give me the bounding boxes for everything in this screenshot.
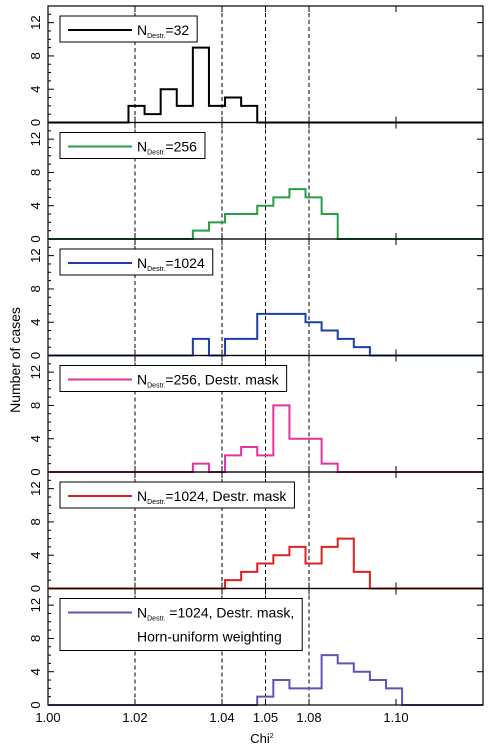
legend-label-line2: Horn-uniform weighting [137,629,282,645]
legend: NDestr.=1024 [59,248,214,276]
y-tick-label: 4 [28,435,43,442]
y-tick-label: 12 [28,248,43,262]
legend: NDestr.=256, Destr. mask [59,365,288,392]
x-tick-label: 1.00 [35,710,60,725]
x-tick-label: 1.04 [209,710,234,725]
legend: NDestr.=1024, Destr. mask [59,481,295,509]
legend-box [59,598,303,651]
legend-label: NDestr.=1024, Destr. mask [137,488,287,506]
x-axis: 1.00 1.02 1.04 1.05 1.08 1.10 [35,710,408,725]
y-tick-label: 4 [28,668,43,675]
histogram-line [48,46,483,124]
x-tick-label: 1.08 [296,710,321,725]
panel-2: 0 4 8 12 NDestr.=256 [28,121,484,243]
x-tick-label: 1.10 [383,710,408,725]
y-tick-label: 12 [28,481,43,495]
panel-5: 0 4 8 12 NDestr.=1024, Destr. mask [28,471,484,592]
y-tick-label: 12 [28,132,43,146]
legend: NDestr. =1024, Destr. mask, Horn-uniform … [59,598,303,651]
x-axis-label: Chi2 [250,731,274,746]
y-tick-label: 0 [28,119,43,126]
legend-label: NDestr.=32 [137,22,189,40]
legend-label: NDestr. =1024, Destr. mask, [137,605,294,623]
y-tick-label: 8 [28,635,43,642]
y-tick-label: 4 [28,552,43,559]
panel-frame [47,587,484,706]
panels-group: 0 4 8 12 NDestr.=32 0 4 8 12 NDestr.=256 0 4 8 12 NDes… [28,5,484,709]
x-tick-label: 1.05 [253,710,278,725]
legend-label: NDestr.=1024 [137,255,205,273]
histogram-line [48,312,483,357]
y-tick-label: 4 [28,86,43,93]
y-tick-label: 12 [28,15,43,29]
y-tick-label: 0 [28,235,43,242]
y-tick-label: 4 [28,202,43,209]
y-tick-label: 0 [28,585,43,592]
y-tick-label: 12 [28,598,43,612]
y-tick-label: 12 [28,365,43,379]
panel-3: 0 4 8 12 NDestr.=1024 [28,238,484,359]
y-tick-label: 4 [28,319,43,326]
panel-4: 0 4 8 12 NDestr.=256, Destr. mask [28,354,484,476]
y-tick-label: 8 [28,285,43,292]
x-tick-label: 1.02 [122,710,147,725]
y-tick-label: 8 [28,52,43,59]
legend: NDestr.=256 [59,132,206,159]
histogram-line [48,404,483,473]
y-tick-label: 0 [28,352,43,359]
histogram-line [48,537,483,590]
y-axis-label: Number of cases [7,307,23,413]
legend: NDestr.=32 [59,15,198,43]
panel-1: 0 4 8 12 NDestr.=32 [28,5,484,126]
y-tick-label: 0 [28,468,43,475]
legend-label: NDestr.=256, Destr. mask [137,372,280,390]
y-tick-label: 8 [28,518,43,525]
y-tick-label: 8 [28,169,43,176]
panel-6: 0 4 8 12 NDestr. =1024, Destr. mask, Horn-uni… [28,587,484,709]
histogram-line [48,654,483,706]
y-tick-label: 8 [28,402,43,409]
histogram-line [48,188,483,240]
y-tick-label: 0 [28,701,43,708]
legend-label: NDestr.=256 [137,139,197,157]
